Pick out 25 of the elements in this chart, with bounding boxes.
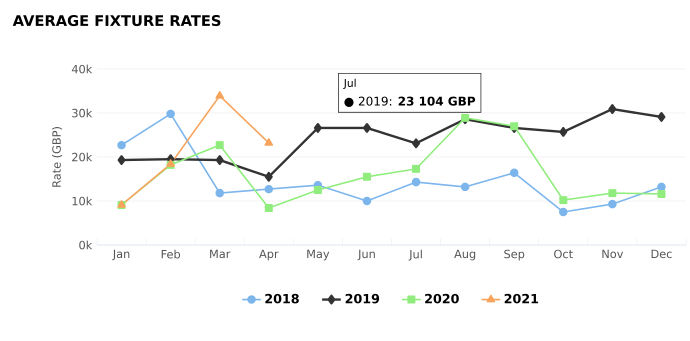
y-tick-label: 0k [79, 240, 92, 250]
x-tick-label: Jun [358, 250, 375, 260]
x-tick-label: Jul [408, 250, 422, 261]
x-tick-label: Apr [259, 250, 279, 260]
x-tick-label: Oct [554, 250, 573, 258]
y-tick-label: 20k [72, 152, 92, 162]
x-tick-label: Nov [602, 250, 624, 258]
y-tick-label: 30k [72, 108, 92, 118]
x-tick-label: Aug [454, 250, 476, 260]
chart-title: AVERAGE FIXTURE RATES [12, 15, 220, 26]
legend-label: 2019 [346, 294, 380, 304]
legend-label: 2018 [265, 294, 299, 304]
y-tick-label: 40k [72, 64, 92, 74]
x-tick-label: Dec [652, 250, 672, 258]
y-axis-title: Rate (GBP) [52, 127, 62, 187]
legend-label: 2021 [504, 294, 538, 304]
x-tick-label: May [307, 250, 330, 260]
x-tick-label: Mar [210, 250, 230, 258]
legend-label: 2020 [425, 294, 459, 304]
annotation: Jul [343, 78, 356, 89]
annotation: ● 2019: 23 104 GBP [344, 96, 476, 107]
y-tick-label: 10k [72, 196, 92, 206]
x-tick-label: Sep [504, 250, 524, 260]
x-tick-label: Feb [162, 250, 180, 258]
x-tick-label: Jan [112, 250, 130, 260]
